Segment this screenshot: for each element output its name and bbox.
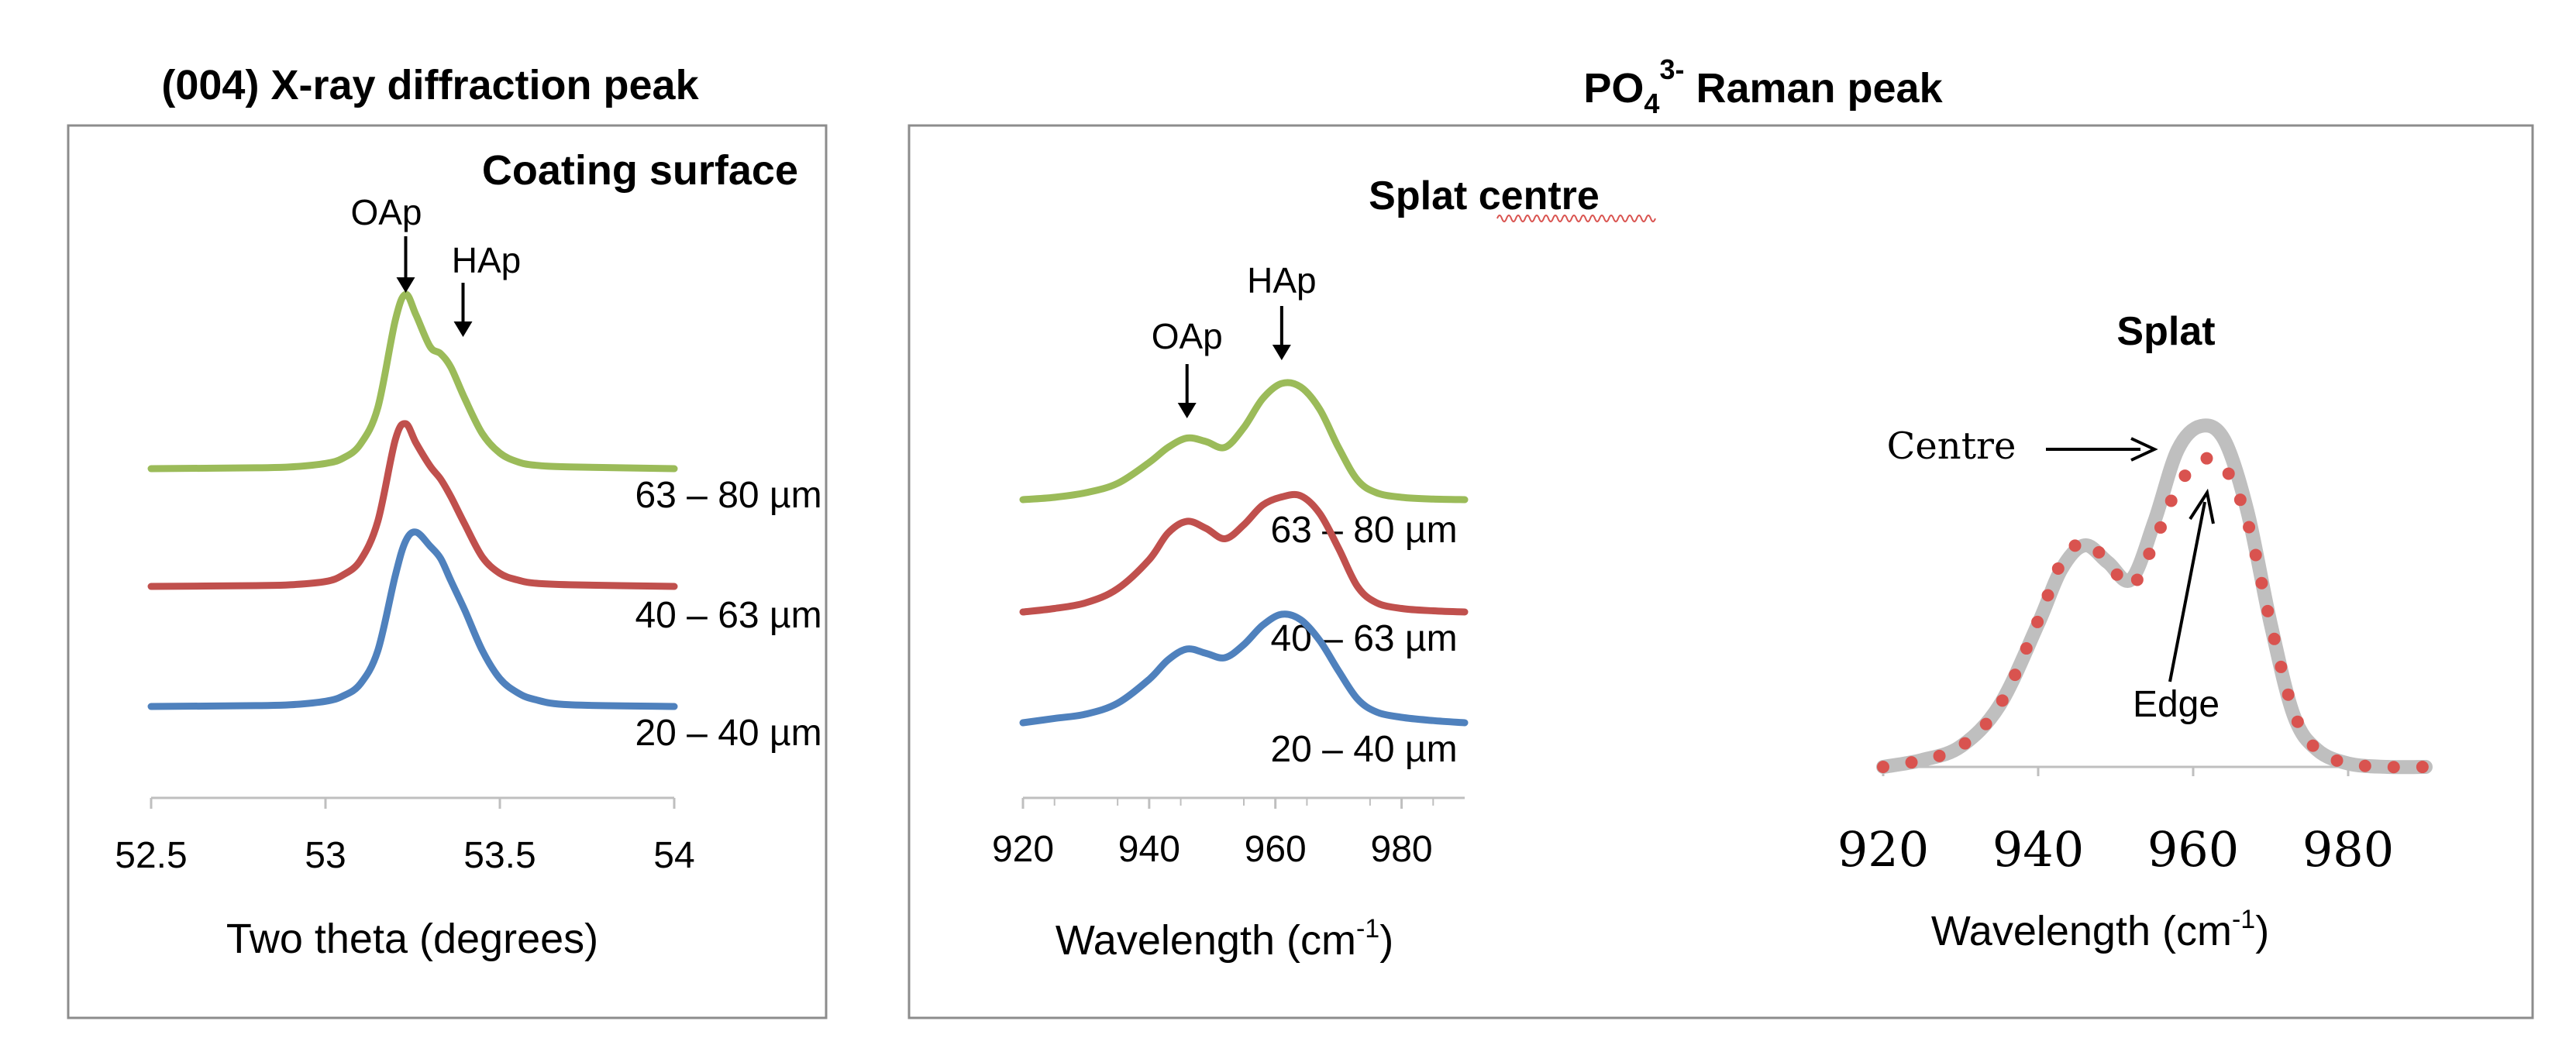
hap-arrow-head bbox=[453, 321, 473, 337]
series-label: 20 – 40 µm bbox=[635, 713, 821, 754]
spellcheck-underline bbox=[1496, 215, 1656, 222]
raman-splat-chart: Splat 920 940 960 980 Wavelength (cm-1) Centre… bbox=[1837, 309, 2433, 954]
edge-arrow-shaft bbox=[2168, 501, 2206, 682]
x-tick-label: 53.5 bbox=[463, 835, 536, 876]
series-label: 20 – 40 µm bbox=[1270, 729, 1457, 770]
series-line-2 bbox=[1019, 610, 1469, 727]
raman-splat-centre-chart: Splat centre 920 940 960 980 Wavelength (cm-1… bbox=[992, 174, 1656, 964]
x-tick-label: 980 bbox=[1371, 829, 1433, 870]
annotation-oap: OAp bbox=[1152, 316, 1223, 356]
hap-arrow-head bbox=[1272, 345, 1291, 360]
chart-subtitle: Splat centre bbox=[1369, 174, 1600, 218]
series-line-1 bbox=[147, 420, 678, 590]
x-tick-label: 52.5 bbox=[115, 835, 187, 876]
x-axis-label-sup: -1 bbox=[2232, 905, 2255, 934]
oap-arrow-head bbox=[396, 277, 415, 293]
series-line-1 bbox=[1019, 490, 1469, 616]
x-axis-label: Wavelength (cm-1) bbox=[1931, 905, 2269, 954]
annotation-oap: OAp bbox=[350, 192, 422, 232]
raman-panel-frame bbox=[907, 124, 2534, 1019]
x-tick-label: 54 bbox=[653, 835, 694, 876]
xrd-panel-title: (004) X-ray diffraction peak bbox=[161, 62, 699, 108]
xrd-panel-frame bbox=[67, 124, 828, 1019]
series-line-0 bbox=[1876, 418, 2433, 775]
raman-title-sub: 4 bbox=[1644, 88, 1659, 119]
x-tick-label: 960 bbox=[2147, 821, 2239, 878]
series-line-0 bbox=[1019, 379, 1469, 504]
annotation-edge: Edge bbox=[2133, 684, 2220, 725]
x-tick-label: 980 bbox=[2302, 821, 2394, 878]
x-tick-label: 960 bbox=[1245, 829, 1307, 870]
centre-arrow-head bbox=[2130, 437, 2158, 462]
edge-arrow-head bbox=[2189, 488, 2215, 524]
series-label: 63 – 80 µm bbox=[1270, 510, 1457, 551]
x-tick-label: 940 bbox=[1992, 821, 2084, 878]
annotation-hap: HAp bbox=[1247, 260, 1316, 301]
x-axis-label-base: Wavelength (cm bbox=[1931, 908, 2232, 954]
raman-panel-title: PO43- Raman peak bbox=[1583, 53, 1943, 119]
x-axis-label-base: Wavelength (cm bbox=[1056, 917, 1356, 964]
chart-subtitle: Coating surface bbox=[482, 147, 798, 194]
annotation-hap: HAp bbox=[452, 240, 521, 280]
series-label: 40 – 63 µm bbox=[635, 595, 821, 636]
chart-subtitle: Splat bbox=[2116, 309, 2215, 354]
series-line-2 bbox=[147, 528, 678, 710]
raman-title-rest: Raman peak bbox=[1684, 65, 1943, 112]
x-axis-label: Wavelength (cm-1) bbox=[1056, 914, 1393, 964]
x-tick-label: 940 bbox=[1118, 829, 1180, 870]
series-line-0 bbox=[147, 290, 678, 473]
x-tick-label: 53 bbox=[305, 835, 346, 876]
series-label: 63 – 80 µm bbox=[635, 475, 821, 516]
x-axis-label-end: ) bbox=[1379, 917, 1393, 964]
x-tick-label: 920 bbox=[992, 829, 1054, 870]
x-tick-label: 920 bbox=[1837, 821, 1929, 878]
raman-title-sup: 3- bbox=[1659, 53, 1684, 85]
x-axis-label-sup: -1 bbox=[1356, 914, 1379, 944]
annotation-centre: Centre bbox=[1887, 425, 2016, 468]
oap-arrow-head bbox=[1177, 403, 1197, 418]
xrd-chart: Coating surface 52.5 53 53.5 54 Two theta (de… bbox=[115, 147, 821, 962]
x-axis-label-end: ) bbox=[2255, 908, 2269, 954]
x-axis-label: Two theta (degrees) bbox=[226, 916, 598, 962]
series-label: 40 – 63 µm bbox=[1270, 618, 1457, 659]
raman-title-base: PO bbox=[1583, 65, 1644, 112]
